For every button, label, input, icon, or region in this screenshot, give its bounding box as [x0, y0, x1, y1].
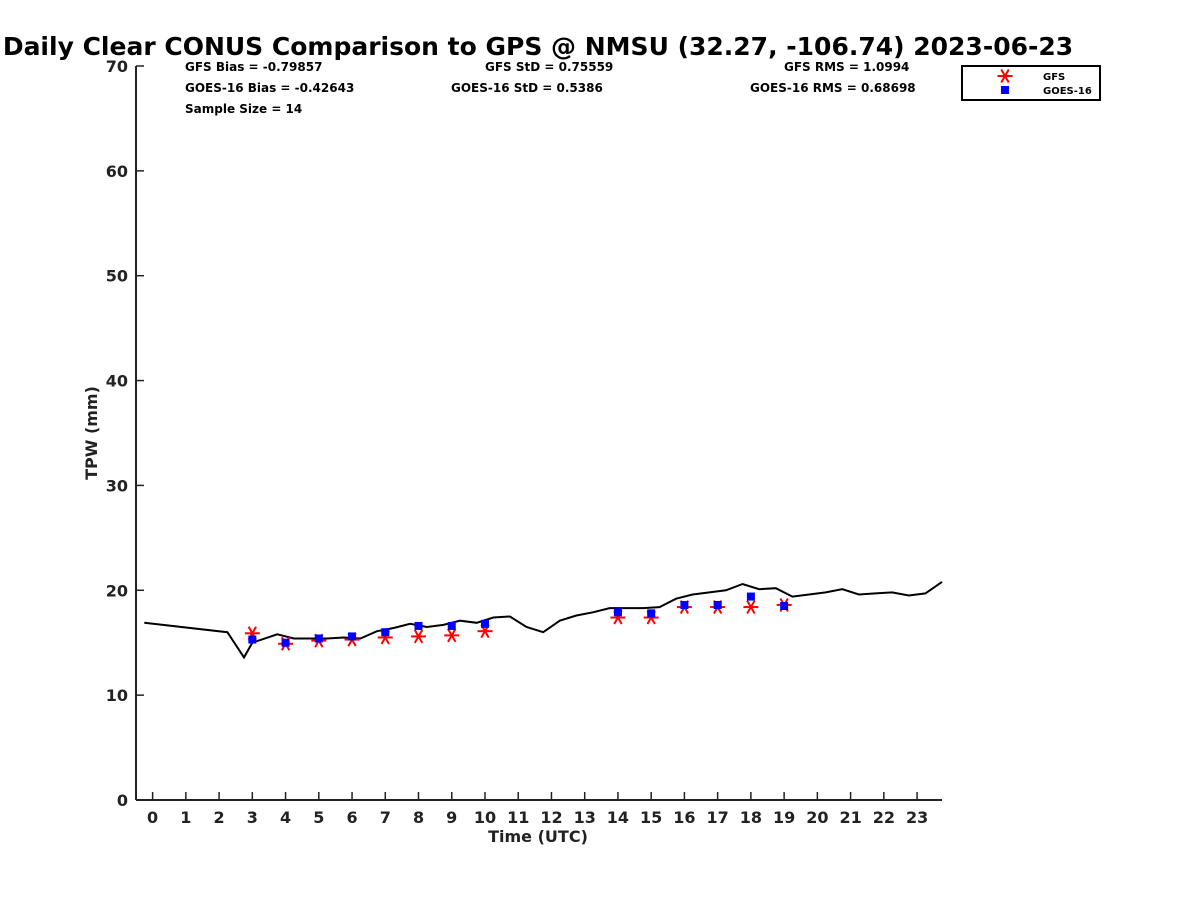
legend: GFS GOES-16: [961, 65, 1101, 101]
goes16-point: [713, 600, 722, 609]
x-tick-label: 8: [413, 808, 424, 827]
goes16-point: [647, 609, 656, 618]
x-tick-label: 6: [346, 808, 357, 827]
x-tick-label: 15: [640, 808, 662, 827]
x-tick-label: 14: [607, 808, 629, 827]
x-tick-label: 18: [740, 808, 762, 827]
stat-goes-std: GOES-16 StD = 0.5386: [451, 81, 603, 95]
stat-goes-bias: GOES-16 Bias = -0.42643: [185, 81, 354, 95]
y-tick-label: 10: [106, 686, 128, 705]
y-ticks: 0 10 20 30 40 50 60 70: [106, 57, 144, 810]
x-tick-label: 23: [906, 808, 928, 827]
x-tick-label: 12: [540, 808, 562, 827]
goes16-point: [780, 602, 789, 611]
legend-gfs-marker: [997, 69, 1013, 83]
stat-gfs-std: GFS StD = 0.75559: [485, 60, 613, 74]
y-tick-label: 50: [106, 267, 128, 286]
goes16-point: [281, 638, 290, 647]
legend-box: [961, 65, 1101, 101]
legend-gfs-asterisk: [997, 69, 1013, 83]
goes16-point: [248, 635, 257, 644]
chart-title: Daily Clear CONUS Comparison to GPS @ NM…: [3, 32, 1073, 61]
stat-goes-rms: GOES-16 RMS = 0.68698: [750, 81, 916, 95]
x-tick-label: 13: [574, 808, 596, 827]
x-tick-label: 11: [507, 808, 529, 827]
y-tick-label: 0: [117, 791, 128, 810]
gfs-point: [411, 629, 427, 644]
stats-block: GFS Bias = -0.79857 GFS StD = 0.75559 GF…: [185, 60, 916, 116]
x-tick-label: 21: [839, 808, 861, 827]
x-tick-label: 16: [673, 808, 695, 827]
x-tick-label: 10: [474, 808, 496, 827]
x-tick-label: 22: [873, 808, 895, 827]
x-tick-label: 0: [147, 808, 158, 827]
goes16-point: [680, 600, 689, 609]
stat-gfs-rms: GFS RMS = 1.0994: [784, 60, 909, 74]
x-axis-label: Time (UTC): [488, 827, 588, 846]
stat-gfs-bias: GFS Bias = -0.79857: [185, 60, 322, 74]
y-axis-label: TPW (mm): [82, 386, 101, 480]
goes16-point: [746, 592, 755, 601]
x-ticks: 0 1 2 3 4 5 6 7 8 9 10 11 12 13 14 15 16 17 18 19 20 21 22 23: [147, 792, 928, 827]
x-tick-label: 2: [214, 808, 225, 827]
x-tick-label: 9: [446, 808, 457, 827]
legend-goes-marker: [1001, 86, 1009, 94]
goes16-point: [314, 634, 323, 643]
goes16-point: [348, 632, 357, 641]
y-tick-label: 30: [106, 476, 128, 495]
x-tick-label: 7: [380, 808, 391, 827]
gfs-point: [743, 600, 759, 615]
x-tick-label: 1: [180, 808, 191, 827]
legend-gfs-label: GFS: [1043, 72, 1065, 83]
plot-area: [144, 581, 943, 660]
x-tick-label: 17: [707, 808, 729, 827]
x-tick-label: 3: [247, 808, 258, 827]
gps-line-series: [144, 581, 943, 660]
x-tick-label: 19: [773, 808, 795, 827]
y-tick-label: 20: [106, 581, 128, 600]
goes16-point: [447, 621, 456, 630]
x-tick-label: 5: [313, 808, 324, 827]
goes16-point: [480, 619, 489, 628]
goes16-point: [613, 608, 622, 617]
legend-goes-label: GOES-16: [1043, 86, 1092, 97]
y-tick-label: 60: [106, 162, 128, 181]
y-tick-label: 40: [106, 372, 128, 391]
y-tick-label: 70: [106, 57, 128, 76]
legend-goes-square: [1001, 86, 1009, 94]
stat-sample-size: Sample Size = 14: [185, 102, 302, 116]
goes16-point: [414, 621, 423, 630]
gfs-point: [444, 628, 460, 643]
x-tick-label: 4: [280, 808, 291, 827]
goes16-point: [381, 628, 390, 637]
x-tick-label: 20: [806, 808, 828, 827]
